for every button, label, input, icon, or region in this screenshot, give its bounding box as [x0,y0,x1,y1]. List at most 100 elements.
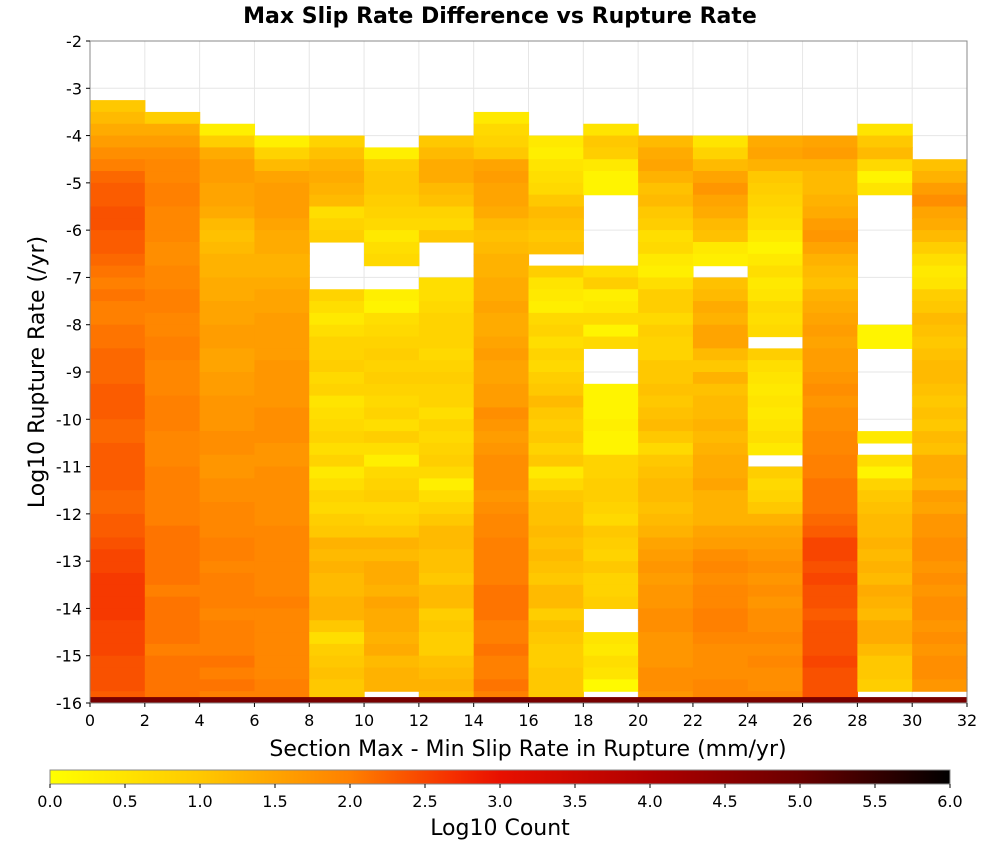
heatmap-cell [418,513,475,527]
heatmap-cell [583,312,639,326]
y-axis-label: Log10 Rupture Rate (/yr) [25,236,50,508]
heatmap-cell [199,632,256,645]
heatmap-cell [418,419,475,432]
heatmap-cell [473,478,530,491]
heatmap-cell [90,549,146,562]
y-tick-label: -10 [56,410,82,429]
heatmap-cell [418,395,475,409]
heatmap-cell [199,513,256,527]
heatmap-cell [692,194,749,208]
heatmap-cell [692,667,749,680]
heatmap-cell [309,513,365,527]
heatmap-cell [144,490,201,503]
heatmap-cell [583,596,639,610]
heatmap-cell [144,241,201,255]
heatmap-cell [692,525,749,539]
heatmap-cell [857,490,913,503]
heatmap-cell [857,478,913,491]
heatmap-cell [473,147,530,160]
heatmap-cell [364,182,420,196]
heatmap-cell [309,608,365,621]
colorbar-tick-label: 2.5 [412,792,437,811]
x-tick-label: 26 [792,711,812,730]
heatmap-cell [199,218,256,231]
heatmap-cell [528,620,584,633]
heatmap-cell [309,360,365,373]
heatmap-cell [747,537,804,550]
colorbar-tick-label: 0.5 [112,792,137,811]
heatmap-cell [583,502,639,515]
heatmap-cell [692,419,749,432]
heatmap-cell [254,147,310,160]
heatmap-cell [309,194,365,208]
heatmap-cell [144,407,201,420]
heatmap-cell [254,679,310,692]
heatmap-cell [692,360,749,373]
heatmap-cell [309,466,365,479]
heatmap-cell [473,537,530,550]
colorbar-tick-label: 0.0 [37,792,62,811]
heatmap-cell [638,265,694,279]
x-tick-label: 24 [738,711,758,730]
heatmap-cell [583,383,639,397]
x-tick-label: 6 [249,711,259,730]
heatmap-cell [144,502,201,515]
heatmap-cell [364,537,420,550]
heatmap-cell [199,135,256,148]
heatmap-cell [747,135,804,148]
heatmap-cell [364,407,420,420]
heatmap-cell [418,525,475,539]
heatmap-cell [418,584,475,598]
heatmap-cell [473,383,530,397]
heatmap-cell [309,537,365,550]
heatmap-cell [638,549,694,562]
heatmap-cell [144,596,201,610]
heatmap-cell [418,549,475,562]
heatmap-cell [912,431,968,444]
heatmap-cell [912,206,968,219]
heatmap-cell [144,525,201,539]
heatmap-cell [473,277,530,290]
heatmap-cell [528,171,584,184]
heatmap-cell [747,549,804,562]
x-tick-label: 18 [573,711,593,730]
heatmap-cell [309,655,365,669]
heatmap-cell [254,277,310,290]
heatmap-cell [583,277,639,290]
heatmap-cell [309,395,365,409]
heatmap-cell [912,182,968,196]
heatmap-cell [912,383,968,397]
heatmap-cell [199,572,256,586]
heatmap-cell [90,478,146,491]
y-tick-label: -14 [56,599,82,618]
heatmap-cell [692,490,749,503]
heatmap-cell [364,312,420,326]
heatmap-cell [254,407,310,420]
heatmap-cell [418,466,475,479]
heatmap-cell [802,431,858,444]
heatmap-cell [912,525,968,539]
heatmap-cell [144,147,201,160]
heatmap-cell [528,241,584,255]
heatmap-cell [199,324,256,338]
heatmap-cell [583,407,639,420]
heatmap-cell [802,206,858,219]
heatmap-cell [802,407,858,420]
heatmap-cell [802,620,858,633]
heatmap-cell [364,655,420,669]
heatmap-cell [747,301,804,314]
heatmap-cell [583,513,639,527]
heatmap-cell [254,159,310,172]
heatmap-cell [583,135,639,148]
x-tick-label: 10 [354,711,374,730]
heatmap-cell [90,632,146,645]
heatmap-cell [912,608,968,621]
heatmap-cell [144,561,201,574]
heatmap-cell [473,348,530,361]
heatmap-cell [418,572,475,586]
heatmap-cell [638,679,694,692]
heatmap-cell [90,679,146,692]
heatmap-cell [583,147,639,160]
heatmap-cell [802,691,858,698]
heatmap-cell [857,655,913,669]
